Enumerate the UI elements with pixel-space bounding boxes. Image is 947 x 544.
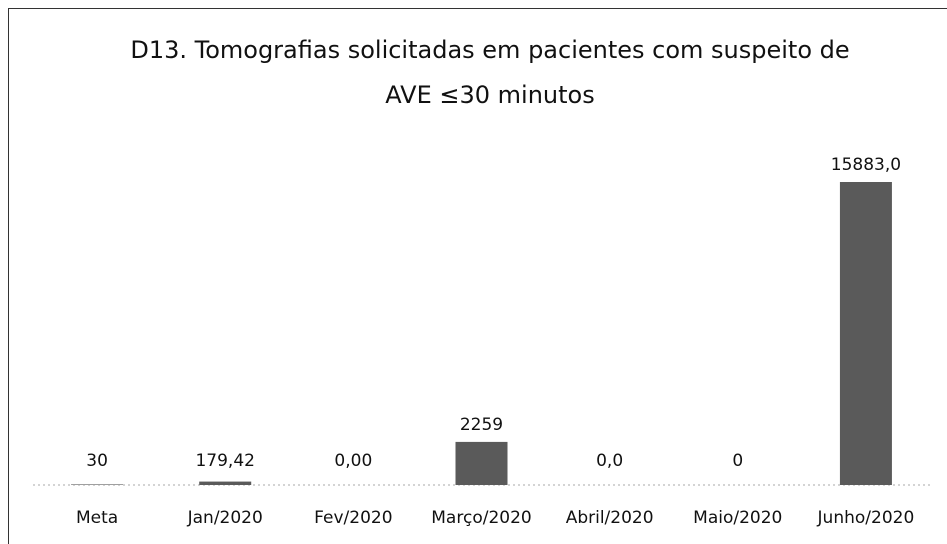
- x-tick-label: Abril/2020: [566, 508, 654, 528]
- x-tick-label: Março/2020: [431, 508, 531, 528]
- x-tick-label: Maio/2020: [693, 508, 782, 528]
- value-label: 179,42: [195, 451, 254, 471]
- value-label: 0,00: [334, 451, 372, 471]
- bar: [839, 182, 892, 485]
- x-tick-label: Fev/2020: [314, 508, 392, 528]
- chart-title: D13. Tomografias solicitadas em paciente…: [130, 36, 850, 109]
- value-label: 30: [86, 451, 108, 471]
- x-tick-label: Junho/2020: [817, 508, 915, 528]
- value-label: 2259: [460, 415, 503, 435]
- value-label: 0: [732, 451, 743, 471]
- bar: [455, 441, 508, 485]
- bar: [199, 481, 252, 485]
- value-label: 15883,0: [831, 155, 901, 175]
- x-tick-label: Jan/2020: [187, 508, 263, 528]
- x-tick-label: Meta: [76, 508, 118, 528]
- frame: [8, 8, 947, 544]
- value-label: 0,0: [596, 451, 623, 471]
- bar: [71, 484, 124, 485]
